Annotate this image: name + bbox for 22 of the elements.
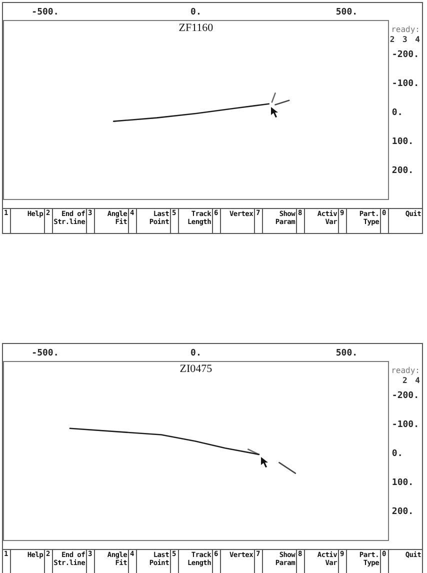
x-tick-label: 500. xyxy=(336,348,358,359)
text: 2 3 4 xyxy=(390,35,420,45)
y-tick-label: -100. xyxy=(392,420,419,430)
x-tick-label: -500. xyxy=(32,348,59,359)
x-tick-label: 500. xyxy=(336,8,358,18)
y-tick-label: -200. xyxy=(392,390,419,401)
x-tick-label: 0. xyxy=(190,8,202,18)
y-tick-label: -100. xyxy=(392,78,419,89)
y-tick-label: 200. xyxy=(392,166,414,176)
text: ready: xyxy=(390,25,420,35)
x-tick-label: -500. xyxy=(32,8,59,18)
y-tick-label: 100. xyxy=(392,136,414,147)
text: 2 4 xyxy=(402,376,420,386)
y-tick-label: -200. xyxy=(392,50,419,60)
chart-title: ZI0475 xyxy=(180,363,213,376)
y-tick-label: 0. xyxy=(392,448,403,459)
y-tick-label: 100. xyxy=(392,478,414,488)
chart-title: ZF1160 xyxy=(178,22,214,34)
y-tick-label: 0. xyxy=(392,108,403,118)
y-tick-label: 200. xyxy=(392,506,414,517)
text: ready: xyxy=(391,366,420,376)
x-tick-label: 0. xyxy=(190,348,202,359)
